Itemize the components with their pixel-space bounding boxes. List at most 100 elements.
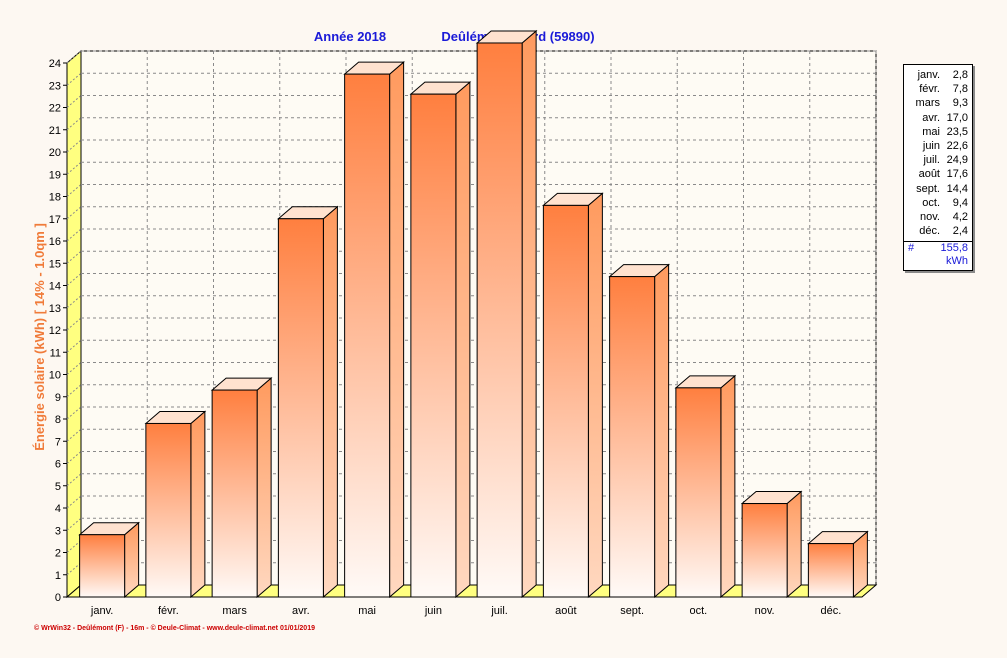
grid-line-wall bbox=[66, 206, 82, 220]
y-tick-label: 22 bbox=[49, 103, 61, 115]
y-tick-label: 17 bbox=[49, 214, 61, 226]
y-tick-label: 5 bbox=[55, 481, 61, 493]
legend-month: oct. bbox=[922, 196, 940, 209]
legend-month: avr. bbox=[922, 111, 940, 124]
legend-separator bbox=[904, 241, 972, 243]
legend-value: 9,4 bbox=[952, 196, 968, 209]
x-axis-labels: janv. févr. mars avr. mai juin juil. août sept. o… bbox=[90, 605, 841, 617]
legend-value: 2,4 bbox=[952, 225, 968, 238]
y-tick-label: 8 bbox=[55, 414, 61, 426]
y-tick-label: 21 bbox=[49, 125, 61, 137]
legend-month: juil. bbox=[923, 154, 940, 167]
y-tick-label: 10 bbox=[49, 370, 61, 382]
x-tick-label: mai bbox=[358, 605, 376, 617]
grid-line-wall bbox=[66, 384, 82, 398]
x-tick-label: sept. bbox=[620, 605, 644, 617]
bar-déc. bbox=[807, 530, 869, 599]
grid-line-wall bbox=[66, 406, 82, 420]
footer-credit: © WrWin32 - Deûlémont (F) - 16m - © Deul… bbox=[34, 624, 315, 632]
legend-row: mai 23,5 bbox=[904, 125, 972, 139]
bar-juil. bbox=[475, 29, 538, 599]
bar-août bbox=[542, 192, 604, 599]
x-tick-label: oct. bbox=[690, 605, 708, 617]
y-tick-label: 13 bbox=[49, 303, 61, 315]
legend-value: 24,9 bbox=[946, 154, 968, 167]
grid-line-wall bbox=[66, 317, 82, 331]
y-tick-label: 11 bbox=[50, 347, 61, 359]
bar-sept. bbox=[608, 263, 670, 599]
legend-row: févr. 7,8 bbox=[904, 82, 972, 96]
legend-total-symbol: # bbox=[908, 242, 915, 255]
grid-line-wall bbox=[66, 273, 82, 286]
y-tick-label: 15 bbox=[49, 258, 61, 270]
legend-value: 14,4 bbox=[946, 182, 968, 195]
bar-front bbox=[675, 387, 722, 598]
legend-value: 7,8 bbox=[952, 83, 968, 96]
grid-line-wall bbox=[66, 562, 82, 576]
legend-row: nov. 4,2 bbox=[904, 210, 972, 224]
grid-line-wall bbox=[66, 50, 82, 64]
legend-row: mars 9,3 bbox=[904, 96, 972, 110]
legend-row: juil. 24,9 bbox=[904, 153, 972, 167]
legend-month: mars bbox=[915, 97, 940, 110]
x-tick-label: nov. bbox=[755, 605, 775, 617]
y-tick-label: 20 bbox=[49, 147, 61, 159]
legend-month: mai bbox=[922, 125, 940, 138]
bar-oct. bbox=[674, 374, 737, 599]
legend-month: sept. bbox=[916, 182, 940, 195]
legend-value: 17,6 bbox=[946, 168, 968, 181]
bar-side bbox=[786, 490, 802, 599]
chart-title: Année 2018 bbox=[314, 29, 386, 44]
legend-value: 23,5 bbox=[946, 125, 968, 138]
bar-side bbox=[256, 376, 272, 599]
legend-month: févr. bbox=[919, 83, 940, 96]
bar-side bbox=[720, 374, 736, 599]
bar-mars bbox=[210, 376, 273, 599]
legend-value: 4,2 bbox=[952, 210, 968, 223]
bar-front bbox=[741, 503, 788, 598]
grid-line-wall bbox=[66, 339, 82, 353]
bar-front bbox=[476, 42, 523, 598]
legend-row: oct. 9,4 bbox=[904, 196, 972, 210]
bar-side bbox=[389, 61, 405, 599]
bar-front bbox=[211, 389, 258, 598]
x-tick-label: juin bbox=[424, 605, 442, 617]
y-tick-label: 9 bbox=[55, 392, 61, 404]
legend-total-unit: kWh bbox=[946, 255, 968, 268]
grid-line-wall bbox=[66, 540, 82, 553]
x-tick-label: août bbox=[555, 605, 576, 617]
legend-value: 17,0 bbox=[946, 111, 968, 124]
legend-month: janv. bbox=[917, 69, 940, 81]
grid-line-wall bbox=[66, 428, 82, 442]
grid-line-wall bbox=[66, 117, 82, 131]
legend-month: août bbox=[918, 168, 940, 181]
y-tick-label: 3 bbox=[55, 525, 61, 537]
legend-row: juin 22,6 bbox=[904, 139, 972, 153]
y-tick-label: 24 bbox=[49, 58, 61, 70]
grid-line-wall bbox=[66, 95, 82, 108]
grid-line-wall bbox=[66, 250, 82, 264]
legend-month: nov. bbox=[920, 210, 940, 223]
y-tick-label: 18 bbox=[49, 192, 61, 204]
legend-month: déc. bbox=[919, 225, 940, 238]
bar-front bbox=[145, 422, 192, 598]
legend-month: juin bbox=[922, 139, 940, 152]
legend: janv. 2,8 févr. 7,8 mars 9,3 avr. 17,0 mai 23,5 ju… bbox=[903, 64, 973, 272]
legend-row: sept. 14,4 bbox=[904, 182, 972, 196]
legend-total-value: 155,8 bbox=[940, 242, 968, 255]
bar-mai bbox=[343, 61, 405, 599]
grid-line-wall bbox=[66, 184, 82, 197]
y-tick-label: 19 bbox=[49, 169, 61, 181]
x-tick-label: févr. bbox=[158, 605, 179, 617]
grid-line-wall bbox=[66, 228, 82, 242]
y-tick-label: 12 bbox=[49, 325, 61, 337]
y-tick-label: 0 bbox=[55, 592, 61, 604]
bar-side bbox=[521, 29, 537, 599]
grid-line-wall bbox=[66, 362, 82, 375]
bars bbox=[78, 29, 869, 599]
bar-nov. bbox=[740, 490, 803, 599]
legend-row: août 17,6 bbox=[904, 167, 972, 181]
x-tick-label: déc. bbox=[820, 605, 841, 617]
legend-value: 9,3 bbox=[952, 97, 968, 110]
